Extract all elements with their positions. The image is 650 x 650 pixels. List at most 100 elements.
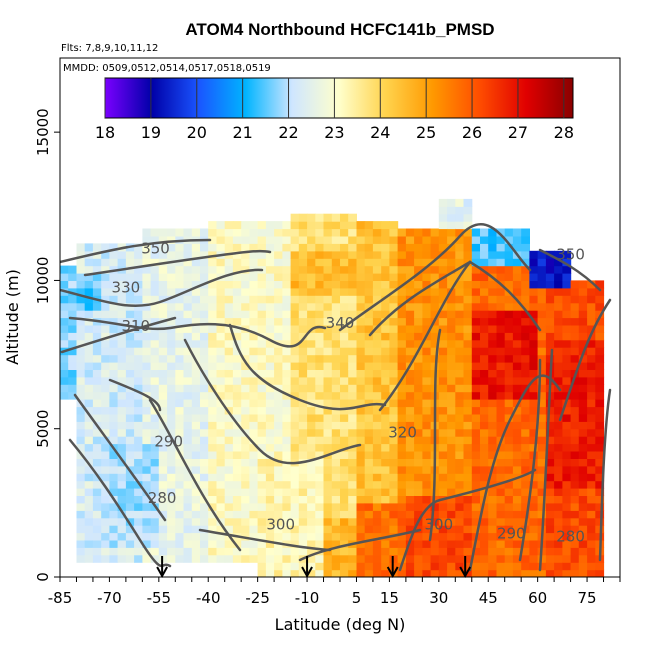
heatmap-cell [554, 525, 563, 534]
heatmap-cell [512, 421, 522, 430]
heatmap-cell [191, 421, 201, 430]
heatmap-cell [249, 451, 259, 459]
heatmap-cell [364, 569, 374, 577]
heatmap-cell [537, 406, 547, 415]
heatmap-cell [274, 436, 283, 445]
heatmap-cell [241, 302, 250, 311]
heatmap-cell [529, 310, 539, 319]
heatmap-cell [92, 502, 102, 511]
heatmap-cell [372, 451, 382, 459]
heatmap-cell [414, 302, 423, 311]
heatmap-cell [298, 443, 308, 452]
heatmap-cell [496, 391, 506, 400]
heatmap-cell [595, 421, 605, 430]
heatmap-cell [512, 451, 522, 459]
heatmap-cell [76, 295, 86, 304]
heatmap-cell [257, 354, 267, 363]
heatmap-cell [315, 324, 325, 333]
heatmap-cell [167, 295, 176, 304]
heatmap-cell [257, 428, 267, 437]
heatmap-cell [216, 488, 226, 496]
heatmap-cell [504, 265, 514, 274]
heatmap-cell [521, 458, 530, 467]
heatmap-cell [340, 362, 349, 370]
heatmap-cell [298, 258, 308, 267]
heatmap-cell [521, 317, 530, 326]
heatmap-cell [191, 295, 201, 304]
heatmap-cell [257, 525, 267, 534]
heatmap-cell [348, 391, 357, 400]
heatmap-cell [504, 317, 514, 326]
heatmap-cell [84, 265, 94, 274]
heatmap-cell [282, 258, 292, 267]
heatmap-cell [414, 562, 423, 571]
heatmap-cell [471, 399, 481, 408]
heatmap-cell [142, 287, 152, 296]
heatmap-cell [364, 532, 374, 541]
heatmap-cell [496, 465, 506, 474]
heatmap-cell [175, 332, 185, 341]
heatmap-cell [200, 428, 209, 437]
heatmap-cell [545, 413, 555, 422]
heatmap-cell [84, 451, 94, 459]
heatmap-cell [389, 384, 399, 393]
heatmap-cell [521, 384, 530, 393]
heatmap-cell [463, 332, 473, 341]
heatmap-cell [356, 465, 366, 474]
heatmap-cell [298, 502, 308, 511]
heatmap-cell [504, 243, 514, 252]
heatmap-cell [414, 451, 423, 459]
heatmap-cell [414, 332, 423, 341]
heatmap-cell [488, 391, 497, 400]
heatmap-cell [554, 547, 563, 556]
heatmap-cell [158, 287, 168, 296]
heatmap-cell [512, 495, 522, 504]
heatmap-cell [84, 362, 94, 370]
heatmap-cell [340, 317, 349, 326]
heatmap-cell [307, 502, 316, 511]
heatmap-cell [92, 250, 102, 259]
heatmap-cell [241, 369, 250, 378]
heatmap-cell [142, 295, 152, 304]
heatmap-cell [529, 532, 539, 541]
heatmap-cell [529, 488, 539, 496]
heatmap-cell [570, 539, 580, 548]
heatmap-cell [84, 473, 94, 482]
heatmap-cell [265, 332, 275, 341]
heatmap-cell [290, 287, 300, 296]
heatmap-cell [348, 243, 357, 252]
heatmap-cell [529, 473, 539, 482]
heatmap-cell [158, 473, 168, 482]
heatmap-cell [405, 517, 415, 526]
heatmap-cell [265, 428, 275, 437]
heatmap-cell [175, 465, 185, 474]
heatmap-cell [282, 221, 292, 230]
heatmap-cell [381, 569, 390, 577]
heatmap-cell [323, 488, 333, 496]
heatmap-cell [331, 362, 341, 370]
heatmap-cell [529, 280, 539, 289]
heatmap-cell [397, 443, 407, 452]
heatmap-cell [290, 554, 300, 563]
heatmap-cell [480, 287, 489, 296]
heatmap-cell [578, 532, 588, 541]
heatmap-cell [158, 554, 168, 563]
heatmap-cell [340, 258, 349, 267]
heatmap-cell [422, 258, 432, 267]
heatmap-cell [307, 354, 316, 363]
heatmap-cell [249, 250, 259, 259]
heatmap-cell [480, 324, 489, 333]
heatmap-cell [290, 510, 300, 519]
heatmap-cell [529, 436, 539, 445]
heatmap-cell [397, 362, 407, 370]
heatmap-cell [372, 317, 382, 326]
heatmap-cell [101, 458, 110, 467]
heatmap-cell [167, 554, 176, 563]
heatmap-cell [348, 413, 357, 422]
heatmap-cell [595, 384, 605, 393]
heatmap-cell [109, 369, 119, 378]
heatmap-cell [282, 547, 292, 556]
heatmap-cell [232, 265, 242, 274]
heatmap-cell [340, 221, 349, 230]
